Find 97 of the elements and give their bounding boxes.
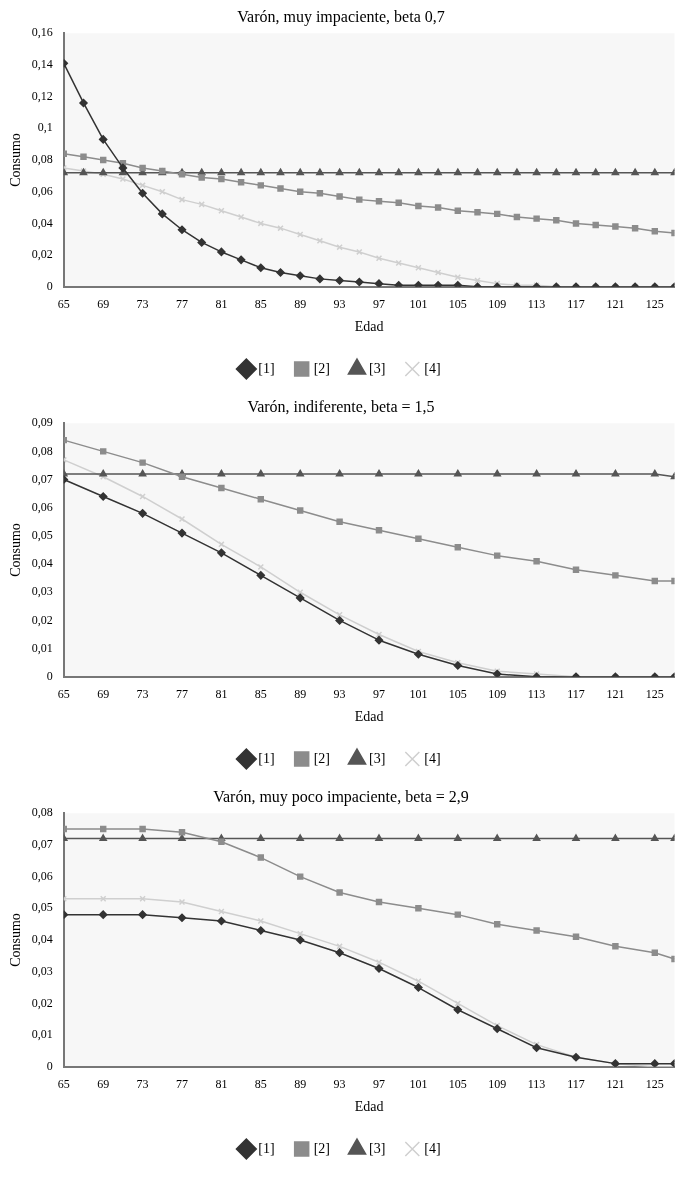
legend-label: [4] bbox=[424, 750, 441, 766]
x-tick-label: 105 bbox=[448, 297, 467, 312]
x-tick-label: 89 bbox=[294, 687, 307, 702]
y-axis-title: Consumo bbox=[8, 133, 24, 187]
y-tick-label: 0,16 bbox=[31, 25, 53, 40]
legend-label: [2] bbox=[313, 360, 330, 376]
x-tick-label: 105 bbox=[448, 1077, 467, 1092]
x-tick-label: 65 bbox=[57, 297, 70, 312]
x-tick-label: 77 bbox=[176, 1077, 188, 1092]
y-tick-label: 0,08 bbox=[31, 152, 53, 167]
x-tick-label: 81 bbox=[215, 297, 228, 312]
y-axis-title: Consumo bbox=[8, 523, 24, 577]
x-tick-label: 97 bbox=[373, 687, 385, 702]
x-tick-label: 125 bbox=[645, 687, 664, 702]
y-tick-label: 0,04 bbox=[31, 556, 53, 571]
x-tick-label: 93 bbox=[333, 297, 346, 312]
x-tick-label: 101 bbox=[409, 1077, 428, 1092]
x-tick-label: 73 bbox=[136, 297, 149, 312]
legend-label: [2] bbox=[313, 750, 330, 766]
y-axis-title: Consumo bbox=[8, 913, 24, 967]
x-tick-label: 117 bbox=[567, 297, 585, 312]
x-tick-label: 117 bbox=[567, 1077, 585, 1092]
y-tick-label: 0,02 bbox=[31, 612, 53, 627]
y-tick-label: 0,05 bbox=[31, 528, 53, 543]
legend-label: [1] bbox=[258, 360, 275, 376]
y-tick-label: 0,08 bbox=[31, 805, 53, 820]
x-tick-label: 73 bbox=[136, 687, 149, 702]
x-tick-label: 97 bbox=[373, 297, 385, 312]
legend-label: [1] bbox=[258, 750, 275, 766]
y-tick-label: 0,07 bbox=[31, 471, 53, 486]
y-tick-label: 0,08 bbox=[31, 443, 53, 458]
x-tick-label: 109 bbox=[488, 687, 507, 702]
x-tick-label: 113 bbox=[527, 687, 546, 702]
x-tick-label: 121 bbox=[606, 687, 625, 702]
legend-label: [2] bbox=[313, 1140, 330, 1156]
x-tick-label: 93 bbox=[333, 687, 346, 702]
y-tick-label: 0,05 bbox=[31, 900, 53, 915]
x-tick-label: 117 bbox=[567, 687, 585, 702]
y-tick-label: 0,07 bbox=[31, 837, 53, 852]
x-tick-label: 77 bbox=[176, 687, 188, 702]
y-tick-label: 0,01 bbox=[31, 1027, 53, 1042]
y-tick-label: 0,02 bbox=[31, 995, 53, 1010]
legend-label: [3] bbox=[369, 750, 386, 766]
chart-title: Varón, muy impaciente, beta 0,7 bbox=[237, 7, 445, 26]
legend-label: [1] bbox=[258, 1140, 275, 1156]
x-tick-label: 121 bbox=[606, 1077, 625, 1092]
x-axis-title: Edad bbox=[354, 319, 384, 335]
x-tick-label: 89 bbox=[294, 1077, 307, 1092]
legend-label: [3] bbox=[369, 1140, 386, 1156]
legend-label: [4] bbox=[424, 360, 441, 376]
x-tick-label: 69 bbox=[97, 297, 110, 312]
legend-label: [3] bbox=[369, 360, 386, 376]
y-tick-label: 0,06 bbox=[31, 183, 53, 198]
y-tick-label: 0,04 bbox=[31, 215, 53, 230]
y-tick-label: 0,1 bbox=[37, 120, 53, 135]
x-tick-label: 101 bbox=[409, 687, 428, 702]
legend-label: [4] bbox=[424, 1140, 441, 1156]
x-tick-label: 113 bbox=[527, 297, 546, 312]
x-tick-label: 89 bbox=[294, 297, 307, 312]
y-tick-label: 0 bbox=[46, 668, 53, 683]
x-axis-title: Edad bbox=[354, 1099, 384, 1115]
x-tick-label: 85 bbox=[254, 687, 267, 702]
x-tick-label: 121 bbox=[606, 297, 625, 312]
y-tick-label: 0,09 bbox=[31, 415, 53, 430]
y-tick-label: 0,03 bbox=[31, 584, 53, 599]
x-tick-label: 101 bbox=[409, 297, 428, 312]
x-tick-label: 81 bbox=[215, 1077, 228, 1092]
chart-title: Varón, indiferente, beta = 1,5 bbox=[247, 397, 435, 415]
y-tick-label: 0,02 bbox=[31, 247, 53, 262]
x-tick-label: 69 bbox=[97, 1077, 110, 1092]
y-tick-label: 0,14 bbox=[31, 57, 53, 72]
y-tick-label: 0 bbox=[46, 278, 53, 293]
x-tick-label: 109 bbox=[488, 297, 507, 312]
y-tick-label: 0,06 bbox=[31, 868, 53, 883]
x-tick-label: 109 bbox=[488, 1077, 507, 1092]
x-tick-label: 65 bbox=[57, 1077, 70, 1092]
x-tick-label: 125 bbox=[645, 297, 664, 312]
x-tick-label: 65 bbox=[57, 687, 70, 702]
y-tick-label: 0,04 bbox=[31, 932, 53, 947]
x-axis-title: Edad bbox=[354, 709, 384, 725]
y-tick-label: 0,12 bbox=[31, 88, 53, 103]
y-tick-label: 0,01 bbox=[31, 640, 53, 655]
x-tick-label: 85 bbox=[254, 1077, 267, 1092]
y-tick-label: 0 bbox=[46, 1058, 53, 1073]
x-tick-label: 81 bbox=[215, 687, 228, 702]
x-tick-label: 93 bbox=[333, 1077, 346, 1092]
x-tick-label: 77 bbox=[176, 297, 188, 312]
y-tick-label: 0,06 bbox=[31, 499, 53, 514]
x-tick-label: 125 bbox=[645, 1077, 664, 1092]
x-tick-label: 73 bbox=[136, 1077, 149, 1092]
y-tick-label: 0,03 bbox=[31, 963, 53, 978]
x-tick-label: 113 bbox=[527, 1077, 546, 1092]
chart-title: Varón, muy poco impaciente, beta = 2,9 bbox=[213, 787, 469, 806]
x-tick-label: 69 bbox=[97, 687, 110, 702]
x-tick-label: 85 bbox=[254, 297, 267, 312]
x-tick-label: 105 bbox=[448, 687, 467, 702]
x-tick-label: 97 bbox=[373, 1077, 385, 1092]
